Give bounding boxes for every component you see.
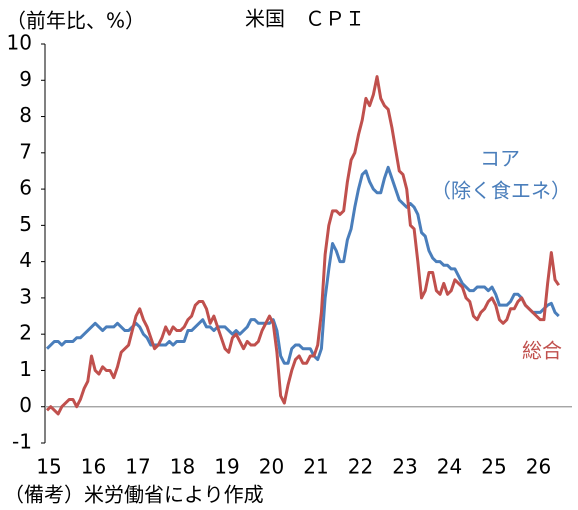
- x-tick-label: 17: [125, 455, 150, 479]
- chart-title: 米国 ＣＰＩ: [245, 7, 365, 31]
- source-note: （備考）米労働省により作成: [4, 483, 264, 507]
- y-tick-label: 3: [19, 284, 32, 308]
- x-tick-label: 22: [348, 455, 373, 479]
- x-tick-label: 15: [36, 455, 61, 479]
- legend-label: 総合: [522, 339, 562, 363]
- y-tick-label: 5: [19, 212, 32, 236]
- y-tick-label: 8: [19, 103, 32, 127]
- y-tick-label: 2: [19, 321, 32, 345]
- x-tick-label: 16: [81, 455, 106, 479]
- x-tick-label: 25: [481, 455, 506, 479]
- x-tick-label: 24: [437, 455, 462, 479]
- series-line: [45, 75, 560, 416]
- legend-label: コア: [480, 147, 520, 171]
- y-tick-label: -1: [12, 430, 32, 454]
- x-tick-label: 21: [303, 455, 328, 479]
- y-tick-label: 4: [19, 248, 32, 272]
- y-tick-label: 6: [19, 176, 32, 200]
- y-tick-label: 0: [19, 393, 32, 417]
- y-axis-label: （前年比、%）: [6, 9, 145, 33]
- x-tick-label: 20: [259, 455, 284, 479]
- x-tick-label: 18: [170, 455, 195, 479]
- legend-label-note: （除く食エネ）: [431, 179, 571, 203]
- x-tick-label: 19: [214, 455, 239, 479]
- y-tick-label: 1: [19, 357, 32, 381]
- y-tick-label: 7: [19, 139, 32, 163]
- x-tick-label: 26: [526, 455, 551, 479]
- y-tick-label: 9: [19, 67, 32, 91]
- x-tick-label: 23: [392, 455, 417, 479]
- y-tick-label: 10: [7, 31, 32, 55]
